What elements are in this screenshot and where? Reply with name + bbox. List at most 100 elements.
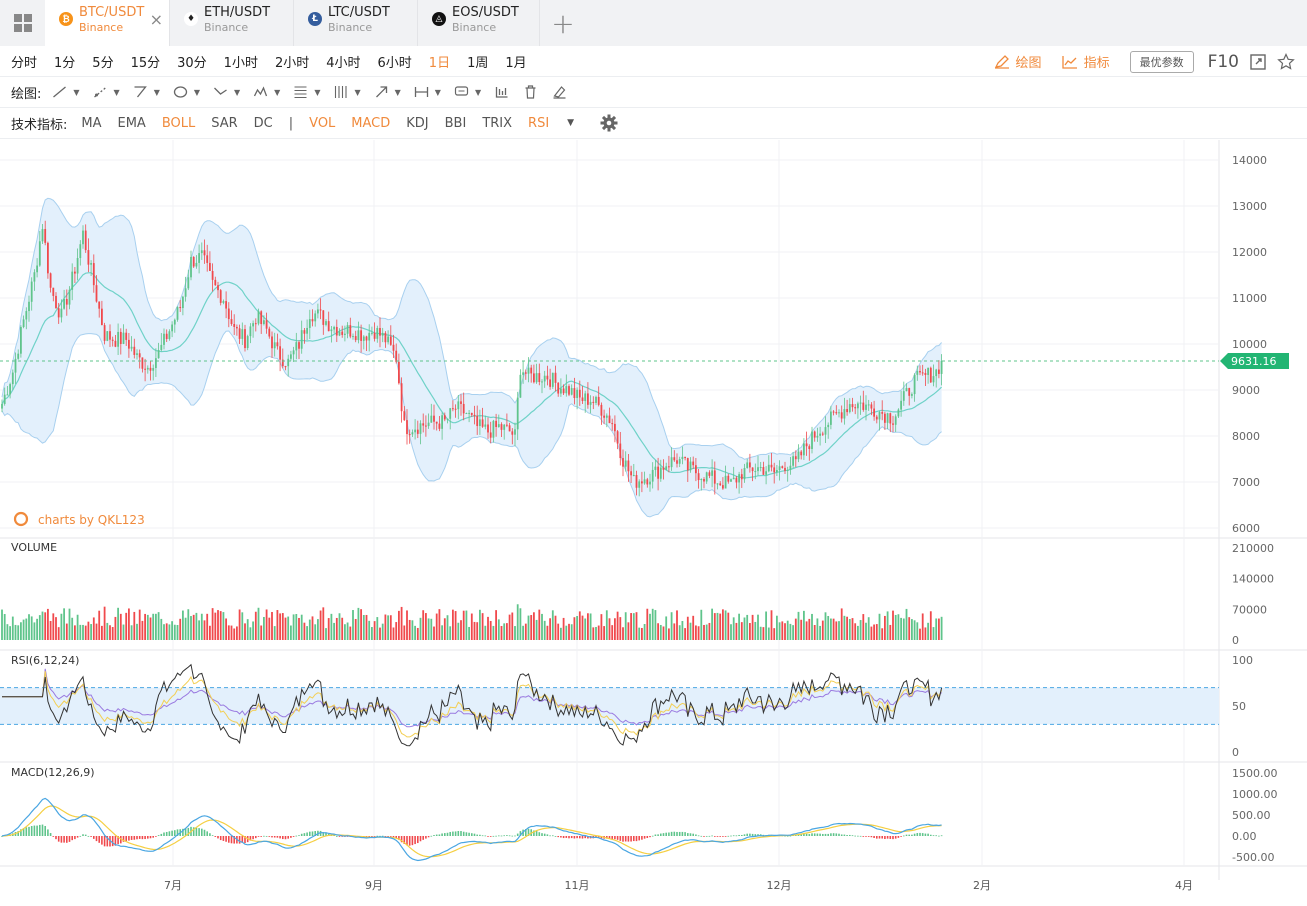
indicator-trix[interactable]: TRIX [482,115,513,131]
interval-5[interactable]: 1小时 [223,55,258,71]
comment-tool-button[interactable]: ▼ [453,84,481,100]
dropdown-caret-icon[interactable]: ▼ [113,87,120,97]
tab-pair-label: LTC/USDT [328,5,390,20]
interval-11[interactable]: 1月 [505,55,527,71]
candle-body [36,265,38,273]
interval-10[interactable]: 1周 [467,55,489,71]
measure-tool-button[interactable]: ▼ [413,84,441,100]
indicator-kdj[interactable]: KDJ [406,115,429,131]
dropdown-caret-icon[interactable]: ▼ [234,87,241,97]
drawing-tools: ▼ ▼ ▼ ▼ ▼ ▼ ▼ ▼ ▼ ▼ ▼ [51,84,580,100]
grid-menu-icon[interactable] [0,0,45,46]
indicator-ma[interactable]: MA [81,115,102,131]
indicator-toggle-button[interactable]: 指标 [1061,52,1110,71]
tab-eos-usdt[interactable]: ◬ EOS/USDT Binance [418,0,540,46]
best-params-button[interactable]: 最优参数 [1129,50,1194,73]
candle-body [511,431,514,435]
dropdown-caret-icon[interactable]: ▼ [274,87,281,97]
macd-histogram-bar [290,836,292,838]
candle-body [368,332,371,341]
more-indicators-caret-icon[interactable]: ▼ [567,118,575,128]
volume-bar [41,611,44,640]
close-tab-icon[interactable]: × [149,10,163,29]
macd-histogram-bar [141,836,144,840]
interval-9[interactable]: 1日 [428,55,451,71]
volume-bar [244,623,246,640]
tab-eth-usdt[interactable]: ♦ ETH/USDT Binance [170,0,294,46]
polyline-tool-button[interactable]: ▼ [132,84,160,100]
bar-pattern-button[interactable] [493,84,510,100]
volume-bar [117,607,119,640]
candle-body [584,393,587,402]
interval-7[interactable]: 4小时 [326,55,361,71]
dropdown-caret-icon[interactable]: ▼ [354,87,361,97]
settings-gear-icon[interactable] [600,114,618,132]
add-tab-button[interactable]: + [551,6,575,40]
pattern-tool-button[interactable]: ▼ [252,84,280,100]
indicator-vol[interactable]: VOL [309,115,336,131]
macd-histogram-bar [484,835,487,837]
dropdown-caret-icon[interactable]: ▼ [394,87,401,97]
volume-bar [338,613,341,640]
macd-histogram-bar [306,832,308,836]
star-icon[interactable] [1277,52,1295,71]
macd-histogram-bar [930,834,932,836]
tab-btc-usdt[interactable]: ₿ BTC/USDT Binance × [45,0,170,46]
interval-8[interactable]: 6小时 [377,55,412,71]
dropdown-caret-icon[interactable]: ▼ [73,87,80,97]
dropdown-caret-icon[interactable]: ▼ [474,87,482,97]
ray-tool-button[interactable]: ▼ [92,84,120,100]
candle-body [646,479,649,485]
trash-button[interactable] [522,84,539,100]
macd-histogram-bar [449,831,451,836]
macd-dif-line [1,797,942,862]
chart-actions: 绘图 指标 最优参数 F10 [994,46,1295,77]
interval-6[interactable]: 2小时 [274,55,310,71]
fib-tool-button[interactable]: ▼ [292,84,320,100]
tab-ltc-usdt[interactable]: Ł LTC/USDT Binance [294,0,418,46]
dropdown-caret-icon[interactable]: ▼ [153,87,160,97]
volume-bar [128,608,130,640]
line-tool-button[interactable]: ▼ [51,84,80,100]
dropdown-caret-icon[interactable]: ▼ [193,87,201,97]
crosshair-tool-button[interactable]: ▼ [212,84,240,100]
interval-2[interactable]: 5分 [92,55,114,71]
volume-bar [111,627,114,640]
indicator-macd[interactable]: MACD [351,115,391,131]
chart-axes: 1400013000120001100010000900080007000600… [164,154,1278,892]
volume-bar [573,617,576,640]
indicator-sar[interactable]: SAR [211,115,238,131]
volume-bar [344,624,346,640]
candle-body [500,424,503,430]
channel-tool-button[interactable]: ▼ [332,84,361,100]
macd-histogram-bar [84,834,87,836]
candle-body [20,327,22,354]
dropdown-caret-icon[interactable]: ▼ [314,87,321,97]
volume-bar [516,604,519,640]
volume-bar [98,610,101,640]
fullscreen-icon[interactable] [1249,53,1267,71]
interval-3[interactable]: 15分 [130,55,161,71]
chart-canvas[interactable]: 1400013000120001100010000900080007000600… [0,140,1307,906]
candle-body [414,429,416,433]
interval-0[interactable]: 分时 [11,55,38,71]
indicator-dc[interactable]: DC [253,115,273,131]
candle-body [778,466,781,471]
volume-bar [867,617,870,640]
dropdown-caret-icon[interactable]: ▼ [434,87,441,97]
interval-4[interactable]: 30分 [177,55,207,71]
main-indicators: MA EMA BOLL SAR DC [81,116,288,131]
arrow-tool-button[interactable]: ▼ [373,84,401,100]
indicator-bbi[interactable]: BBI [444,115,467,131]
volume-bar [306,626,308,640]
candle-body [287,358,290,367]
indicator-boll[interactable]: BOLL [161,115,196,131]
ellipse-tool-button[interactable]: ▼ [172,84,200,100]
indicator-rsi[interactable]: RSI [528,115,550,131]
eraser-button[interactable] [551,84,568,100]
macd-histogram-bar [465,832,468,836]
f10-button[interactable]: F10 [1207,51,1239,72]
interval-1[interactable]: 1分 [54,55,76,71]
indicator-ema[interactable]: EMA [117,115,146,131]
draw-toggle-button[interactable]: 绘图 [994,52,1042,71]
